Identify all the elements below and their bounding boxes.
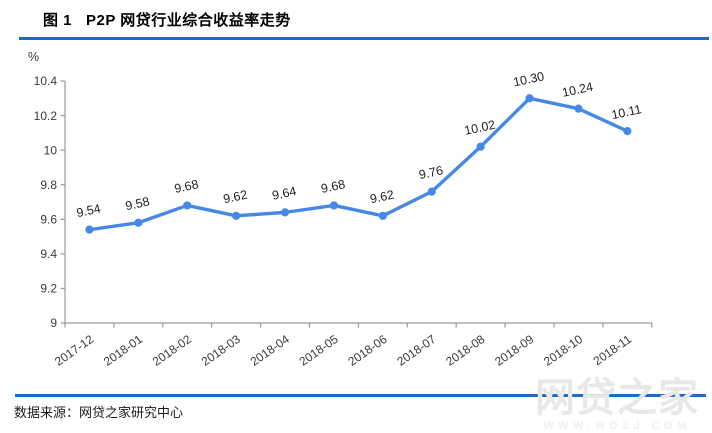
y-tick-label: 9 [50,316,57,330]
footer-divider-rule [15,394,706,397]
data-label: 9.68 [320,177,347,196]
x-axis-label: 2018-09 [492,332,536,369]
watermark-logo-text: 网贷之家 [535,376,699,420]
data-point-marker [574,104,583,113]
data-label: 9.54 [75,201,102,220]
data-label: 10.30 [512,69,546,89]
data-point-marker [183,201,192,210]
x-axis-label: 2018-07 [394,332,438,369]
data-point-marker [280,208,290,217]
data-label: 9.64 [271,184,298,203]
y-tick-label: 10.4 [34,74,58,88]
figure-title: 图 1 P2P 网贷行业综合收益率走势 [43,12,291,29]
y-axis-unit-label: % [28,50,40,64]
x-axis-label: 2018-03 [199,332,243,369]
data-label: 9.62 [369,188,396,207]
data-point-marker [85,225,94,234]
data-source-note: 数据来源：网贷之家研究中心 [14,405,184,420]
x-axis-label: 2018-02 [150,332,194,369]
data-point-marker [134,218,143,227]
x-axis-label: 2018-11 [591,332,635,368]
y-tick-label: 10 [44,143,58,157]
data-label: 10.11 [610,102,643,122]
x-axis-label: 2018-05 [297,332,341,369]
series-line [87,96,630,232]
data-label: 9.68 [173,177,200,196]
header-divider-rule [19,37,709,40]
data-point-marker [525,94,534,103]
data-label: 10.24 [561,80,595,100]
x-axis-label: 2018-06 [345,332,389,369]
x-axis-label: 2018-01 [101,332,145,369]
data-point-marker [378,211,387,220]
y-tick-label: 9.2 [40,282,57,296]
x-axis-label: 2018-04 [248,332,292,369]
x-axis-label: 2017-12 [52,332,96,369]
axis-lines [64,81,652,324]
watermark: 网贷之家 WWW.WDZJ.COM [535,378,699,432]
data-point-marker [329,201,339,210]
data-point-marker [623,127,632,136]
data-label: 9.76 [418,163,445,182]
data-point-marker [427,187,436,196]
data-point-marker [232,211,241,220]
y-tick-label: 10.2 [34,109,58,123]
y-tick-label: 9.4 [40,247,57,261]
watermark-url-text: WWW.WDZJ.COM [543,420,691,432]
x-axis-label: 2018-10 [541,332,585,369]
data-point-marker [476,142,485,151]
data-label: 10.02 [463,118,497,138]
y-tick-label: 9.6 [40,212,57,226]
data-label: 9.58 [124,194,151,213]
x-axis-label: 2018-08 [443,332,487,369]
data-label: 9.62 [222,188,249,207]
y-tick-label: 9.8 [40,178,57,192]
